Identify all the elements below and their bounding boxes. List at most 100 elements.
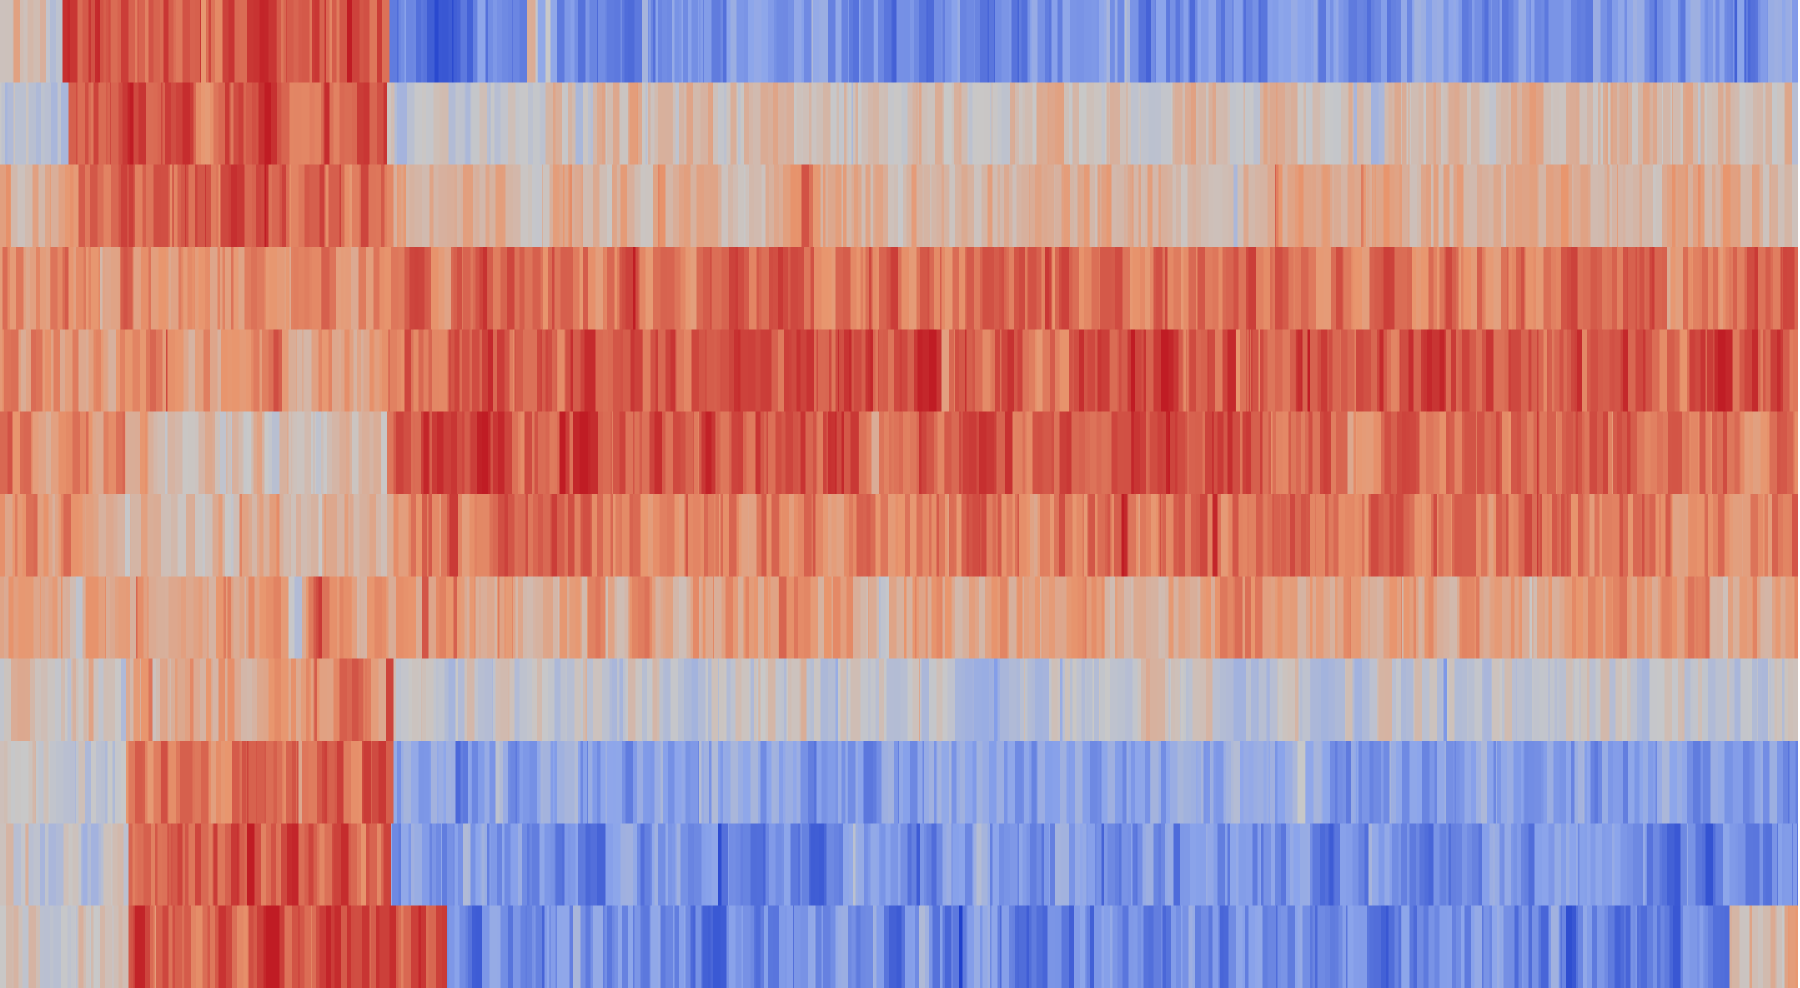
heatmap-cell [621, 247, 627, 330]
heatmap-cell [463, 741, 469, 824]
heatmap-cell [625, 247, 634, 330]
heatmap-cell [1184, 82, 1192, 166]
heatmap-cell [1383, 494, 1391, 577]
heatmap-cell [692, 823, 695, 907]
heatmap-cell [510, 741, 517, 824]
heatmap-cell [658, 905, 662, 988]
heatmap-cell [365, 823, 371, 907]
heatmap-cell [388, 576, 393, 660]
heatmap-cell [1353, 905, 1361, 988]
heatmap-cell [536, 741, 542, 824]
heatmap-cell [1433, 164, 1439, 248]
heatmap-cell [514, 329, 517, 413]
heatmap-cell [1147, 741, 1151, 824]
heatmap-cell [1768, 494, 1773, 577]
heatmap-cell [1645, 247, 1651, 330]
heatmap-cell [866, 494, 871, 577]
heatmap-cell [616, 164, 622, 248]
heatmap-cell [580, 329, 585, 413]
heatmap-cell [86, 247, 90, 330]
heatmap-cell [229, 82, 232, 166]
heatmap-cell [1373, 411, 1382, 495]
heatmap-cell [58, 411, 67, 495]
heatmap-cell [1027, 658, 1032, 742]
heatmap-cell [1306, 741, 1315, 824]
heatmap-cell [357, 82, 364, 166]
heatmap-cell [18, 329, 22, 413]
heatmap-cell [1042, 82, 1049, 166]
heatmap-cell [77, 905, 80, 988]
heatmap-cell [593, 164, 600, 248]
heatmap-cell [1754, 247, 1759, 330]
heatmap-cell [475, 247, 481, 330]
heatmap-cell [1608, 905, 1611, 988]
heatmap-cell [779, 576, 788, 660]
heatmap-cell [44, 164, 51, 248]
heatmap-cell [196, 905, 203, 988]
heatmap-cell [867, 329, 871, 413]
heatmap-cell [1651, 247, 1656, 330]
heatmap-cell [1636, 658, 1643, 742]
heatmap-cell [1269, 247, 1273, 330]
heatmap-cell [1298, 576, 1307, 660]
heatmap-cell [978, 411, 987, 495]
heatmap-cell [183, 905, 186, 988]
heatmap-cell [393, 494, 399, 577]
heatmap-cell [1093, 905, 1102, 988]
heatmap-cell [1286, 494, 1291, 577]
heatmap-cell [1298, 658, 1301, 742]
heatmap-cell [515, 329, 524, 413]
heatmap-cell [128, 823, 133, 907]
heatmap-cell [13, 82, 16, 166]
heatmap-cell [156, 576, 158, 660]
heatmap-cell [1095, 164, 1099, 248]
heatmap-cell [737, 164, 745, 248]
heatmap-cell [740, 823, 744, 907]
heatmap-cell [692, 905, 697, 988]
heatmap-cell [1402, 411, 1407, 495]
heatmap-cell [1407, 823, 1411, 907]
heatmap-cell [252, 164, 257, 248]
heatmap-cell [1107, 411, 1112, 495]
heatmap-cell [1580, 0, 1587, 83]
heatmap-cell [556, 905, 563, 988]
heatmap-cell [831, 494, 838, 577]
heatmap-cell [111, 82, 120, 166]
heatmap-cell [636, 741, 644, 824]
heatmap-cell [1093, 82, 1102, 166]
heatmap-cell [754, 658, 758, 742]
heatmap-cell [569, 411, 574, 495]
heatmap-cell [690, 741, 699, 824]
heatmap-cell [58, 164, 66, 248]
heatmap-cell [822, 82, 831, 166]
heatmap-cell [822, 494, 829, 577]
heatmap-cell [1493, 164, 1502, 248]
heatmap-cell [872, 741, 878, 824]
heatmap-cell [630, 329, 635, 413]
heatmap-cell [193, 494, 196, 577]
heatmap-cell [1006, 494, 1012, 577]
heatmap-cell [1077, 576, 1084, 660]
heatmap-cell [257, 247, 266, 330]
heatmap-cell [1121, 329, 1129, 413]
heatmap-cell [588, 741, 593, 824]
heatmap-cell [1211, 741, 1215, 824]
heatmap-cell [1726, 0, 1732, 83]
heatmap-cell [1246, 329, 1248, 413]
heatmap-cell [1000, 658, 1006, 742]
heatmap-cell [1259, 823, 1262, 907]
heatmap-cell [785, 411, 794, 495]
heatmap-cell [1765, 823, 1773, 907]
heatmap-cell [664, 82, 673, 166]
heatmap-cell [875, 658, 880, 742]
heatmap-cell [324, 494, 327, 577]
heatmap-cell [855, 823, 859, 907]
heatmap-cell [749, 164, 755, 248]
heatmap-cell [840, 329, 845, 413]
heatmap-cell [1096, 576, 1102, 660]
heatmap-cell [227, 576, 232, 660]
heatmap-cell [1596, 411, 1604, 495]
heatmap-cell [161, 741, 168, 824]
heatmap-cell [202, 494, 206, 577]
heatmap-cell [1183, 0, 1190, 83]
